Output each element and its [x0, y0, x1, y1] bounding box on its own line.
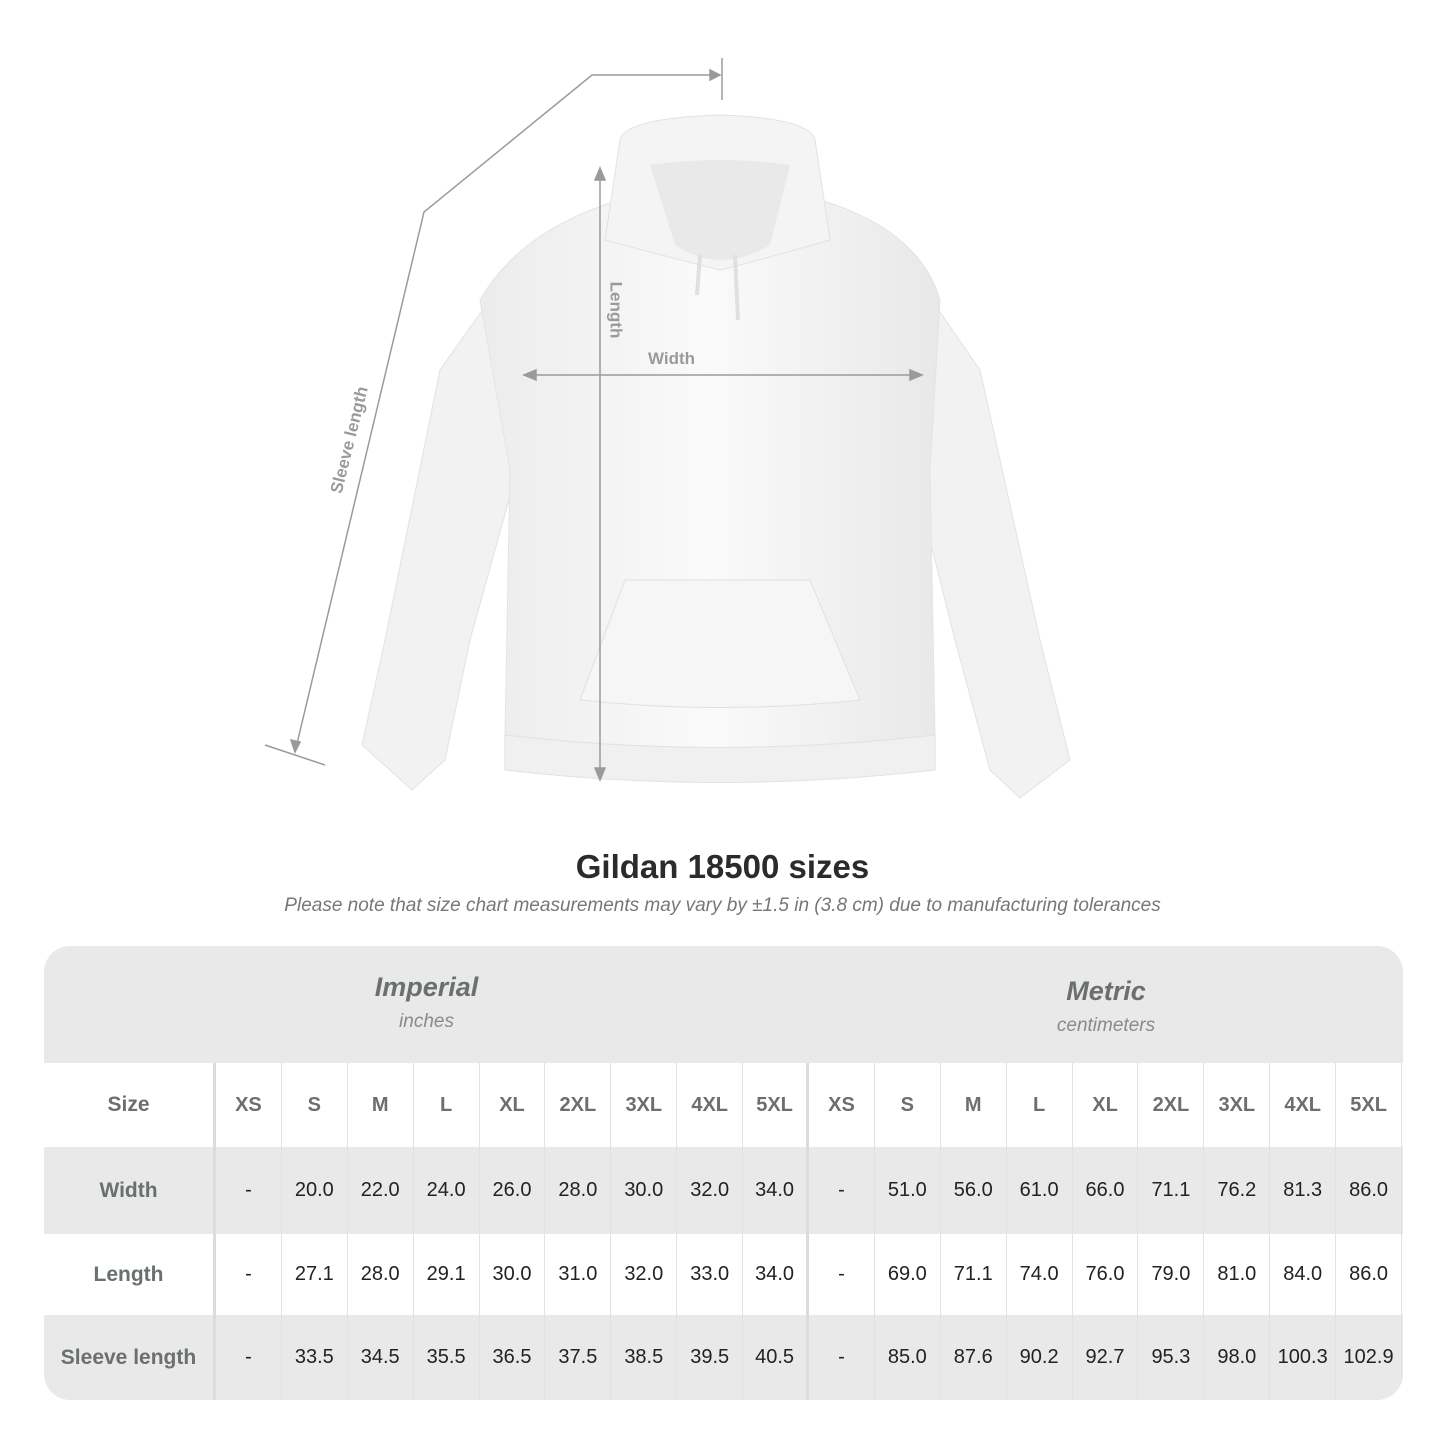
imperial-value-cell: 30.0	[611, 1147, 678, 1234]
metric-value-cell: 100.3	[1270, 1315, 1337, 1400]
size-header-metric: 3XL	[1204, 1063, 1271, 1147]
imperial-title: Imperial	[374, 972, 479, 1002]
size-header-imperial: 5XL	[743, 1063, 810, 1147]
metric-value-cell: 71.1	[941, 1234, 1007, 1315]
imperial-value-cell: 34.0	[743, 1234, 810, 1315]
size-header-metric: 2XL	[1138, 1063, 1205, 1147]
imperial-value-cell: 28.0	[545, 1147, 612, 1234]
row-label: Length	[44, 1234, 216, 1315]
width-label: Width	[648, 349, 696, 368]
imperial-value-cell: 32.0	[677, 1147, 744, 1234]
metric-value-cell: 85.0	[875, 1315, 941, 1400]
size-header-metric: XS	[809, 1063, 875, 1147]
metric-value-cell: 81.0	[1204, 1234, 1271, 1315]
size-header-metric: 4XL	[1270, 1063, 1337, 1147]
metric-value-cell: 86.0	[1336, 1234, 1403, 1315]
table-row: Width -20.0 22.0 24.0 26.0 28.0 30.0 32.0 34.0-5…	[44, 1147, 1403, 1234]
measure-lines	[264, 58, 924, 782]
imperial-value-cell: -	[216, 1315, 282, 1400]
imperial-value-cell: 31.0	[545, 1234, 612, 1315]
sleeve-measure-line	[294, 74, 720, 753]
metric-value-cell: 71.1	[1138, 1147, 1205, 1234]
size-header-imperial: 3XL	[611, 1063, 678, 1147]
imperial-value-cell: 24.0	[414, 1147, 480, 1234]
metric-value-cell: 76.0	[1073, 1234, 1139, 1315]
metric-value-cell: 92.7	[1073, 1315, 1139, 1400]
metric-value-cell: 51.0	[875, 1147, 941, 1234]
size-table: Imperial inches Metric centimeters Size X…	[44, 946, 1403, 1400]
metric-value-cell: -	[809, 1234, 875, 1315]
metric-value-cell: 87.6	[941, 1315, 1007, 1400]
row-label: Width	[44, 1147, 216, 1234]
metric-value-cell: 86.0	[1336, 1147, 1403, 1234]
imperial-value-cell: 26.0	[480, 1147, 546, 1234]
imperial-value-cell: 33.0	[677, 1234, 744, 1315]
metric-value-cell: 90.2	[1007, 1315, 1073, 1400]
size-header-row: Size XS S M L XL 2XL 3XL 4XL 5XL XS S M L XL 2XL 3XL 4XL 5…	[44, 1063, 1403, 1147]
row-label: Size	[44, 1063, 216, 1147]
metric-value-cell: 98.0	[1204, 1315, 1271, 1400]
hoodie-garment	[361, 114, 1071, 799]
imperial-value-cell: -	[216, 1234, 282, 1315]
page-title: Gildan 18500 sizes	[575, 848, 870, 885]
row-label: Sleeve length	[44, 1315, 216, 1400]
size-header-imperial: 4XL	[677, 1063, 744, 1147]
size-header-metric: 5XL	[1336, 1063, 1403, 1147]
imperial-value-cell: 32.0	[611, 1234, 678, 1315]
size-header-metric: S	[875, 1063, 941, 1147]
imperial-value-cell: 37.5	[545, 1315, 612, 1400]
length-label: Length	[606, 281, 626, 339]
metric-value-cell: 102.9	[1336, 1315, 1403, 1400]
table-row: Length -27.1 28.0 29.1 30.0 31.0 32.0 33.0 34.0-…	[44, 1234, 1403, 1315]
size-header-imperial: M	[348, 1063, 414, 1147]
table-row: Sleeve length -33.5 34.5 35.5 36.5 37.5 38.5 39…	[44, 1315, 1403, 1400]
imperial-unit: inches	[399, 1011, 454, 1032]
metric-value-cell: 79.0	[1138, 1234, 1205, 1315]
imperial-value-cell: 34.5	[348, 1315, 414, 1400]
metric-value-cell: 74.0	[1007, 1234, 1073, 1315]
tolerance-note: Please note that size chart measurements…	[284, 895, 1161, 916]
size-header-imperial: L	[414, 1063, 480, 1147]
hoodie-illustration	[264, 58, 1071, 799]
size-header-imperial: XL	[480, 1063, 546, 1147]
imperial-value-cell: 22.0	[348, 1147, 414, 1234]
imperial-value-cell: 27.1	[282, 1234, 348, 1315]
size-header-metric: XL	[1073, 1063, 1139, 1147]
metric-title: Metric	[1066, 976, 1146, 1006]
metric-value-cell: 56.0	[941, 1147, 1007, 1234]
imperial-value-cell: 38.5	[611, 1315, 678, 1400]
size-header-metric: M	[941, 1063, 1007, 1147]
imperial-value-cell: -	[216, 1147, 282, 1234]
imperial-value-cell: 33.5	[282, 1315, 348, 1400]
imperial-value-cell: 40.5	[743, 1315, 810, 1400]
metric-header: Metric centimeters	[809, 946, 1403, 1063]
imperial-value-cell: 30.0	[480, 1234, 546, 1315]
metric-value-cell: 95.3	[1138, 1315, 1205, 1400]
metric-value-cell: -	[809, 1315, 875, 1400]
imperial-value-cell: 28.0	[348, 1234, 414, 1315]
imperial-value-cell: 34.0	[743, 1147, 810, 1234]
metric-unit: centimeters	[1056, 1015, 1156, 1036]
imperial-value-cell: 39.5	[677, 1315, 744, 1400]
metric-value-cell: 81.3	[1270, 1147, 1337, 1234]
imperial-value-cell: 20.0	[282, 1147, 348, 1234]
metric-value-cell: 61.0	[1007, 1147, 1073, 1234]
metric-value-cell: 69.0	[875, 1234, 941, 1315]
imperial-value-cell: 36.5	[480, 1315, 546, 1400]
metric-value-cell: 84.0	[1270, 1234, 1337, 1315]
metric-value-cell: -	[809, 1147, 875, 1234]
imperial-value-cell: 29.1	[414, 1234, 480, 1315]
size-header-imperial: S	[282, 1063, 348, 1147]
size-header-imperial: XS	[216, 1063, 282, 1147]
metric-value-cell: 76.2	[1204, 1147, 1271, 1234]
size-header-metric: L	[1007, 1063, 1073, 1147]
size-header-imperial: 2XL	[545, 1063, 612, 1147]
metric-value-cell: 66.0	[1073, 1147, 1139, 1234]
imperial-value-cell: 35.5	[414, 1315, 480, 1400]
imperial-header: Imperial inches	[44, 946, 809, 1063]
